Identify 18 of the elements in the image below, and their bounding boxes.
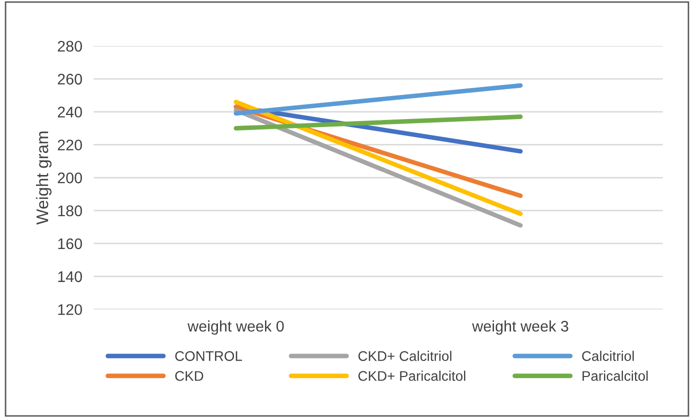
legend-label: CKD: [175, 371, 204, 381]
y-tick-label: 260: [58, 74, 82, 85]
legend-label: CKD+ Calcitriol: [358, 350, 452, 361]
y-tick-label: 200: [58, 172, 82, 184]
y-tick-label: 140: [58, 271, 82, 282]
y-tick-label: 280: [58, 40, 82, 52]
y-tick-label: 240: [58, 106, 82, 118]
legend-label: CKD+ Paricalcitol: [358, 370, 466, 381]
legend-label: Calcitriol: [582, 350, 634, 361]
y-tick-label: 120: [58, 304, 82, 316]
y-tick-label: 220: [58, 140, 82, 150]
y-tick-label: 180: [58, 205, 82, 216]
y-axis-title: Weight gram: [36, 132, 52, 225]
legend-label: CONTROL: [175, 351, 242, 361]
x-tick-label: weight week 3: [472, 320, 568, 335]
legend-label: Paricalcitol: [582, 370, 648, 381]
x-tick-label: weight week 0: [188, 320, 284, 335]
y-tick-label: 160: [58, 238, 82, 250]
